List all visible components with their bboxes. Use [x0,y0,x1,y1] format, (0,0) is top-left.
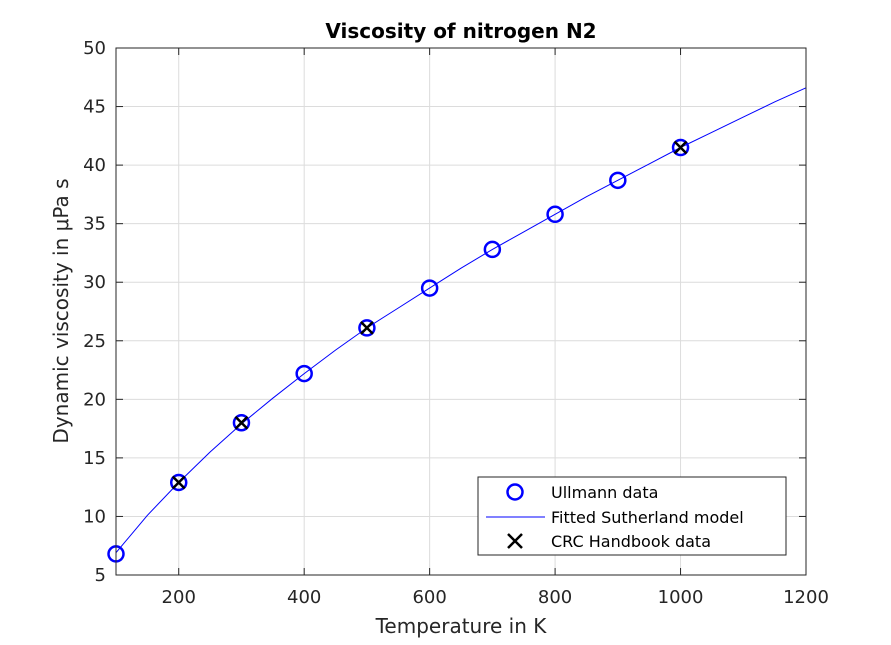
crc-data-point [171,475,186,490]
chart-title: Viscosity of nitrogen N2 [325,19,596,43]
y-axis-label: Dynamic viscosity in μPa s [49,178,73,443]
ullmann-data-point [609,171,627,190]
y-tick-label: 5 [95,565,106,586]
ullmann-data-point [483,240,502,259]
x-tick-label: 600 [412,587,446,608]
series-line-sutherland [115,87,807,554]
crc-data-point [673,140,688,155]
ullmann-data-point [671,138,690,157]
x-tick-label: 1200 [783,587,829,608]
y-tick-label: 10 [83,506,106,527]
ullmann-data-point [358,319,376,337]
y-tick-label: 20 [83,389,106,410]
legend-marker-ullmann [506,483,524,501]
legend-label-sutherland: Fitted Sutherland model [551,508,744,527]
y-tick-label: 30 [83,272,106,293]
y-tick-label: 50 [83,38,106,59]
ullmann-data-point [546,205,564,224]
legend-label-crc: CRC Handbook data [551,532,711,551]
y-tick-label: 45 [83,97,106,118]
legend-label-ullmann: Ullmann data [551,483,658,502]
x-axis-label: Temperature in K [375,614,548,638]
plot-frame [115,47,807,576]
ullmann-data-point [295,364,313,383]
series-layer [107,87,807,563]
y-tick-label: 15 [83,448,106,469]
y-tick-label: 40 [83,155,106,176]
y-tick-label: 25 [83,331,106,352]
x-tick-label: 800 [538,587,572,608]
legend-box [477,476,787,556]
x-tick-label: 400 [287,587,321,608]
crc-data-point [234,415,249,430]
ullmann-data-point [169,473,188,492]
crc-data-point [360,321,374,335]
ullmann-data-point [420,279,439,297]
legend-marker-crc [507,533,523,549]
x-tick-label: 1000 [658,587,704,608]
ticks: 200 400 600 800 1000 1200 5 10 15 20 25 30 35 40 45 50 [83,38,829,608]
ullmann-data-point [232,414,251,432]
legend: Ullmann data Fitted Sutherland model CRC… [477,476,787,556]
y-tick-label: 35 [83,214,106,235]
x-tick-label: 200 [162,587,196,608]
